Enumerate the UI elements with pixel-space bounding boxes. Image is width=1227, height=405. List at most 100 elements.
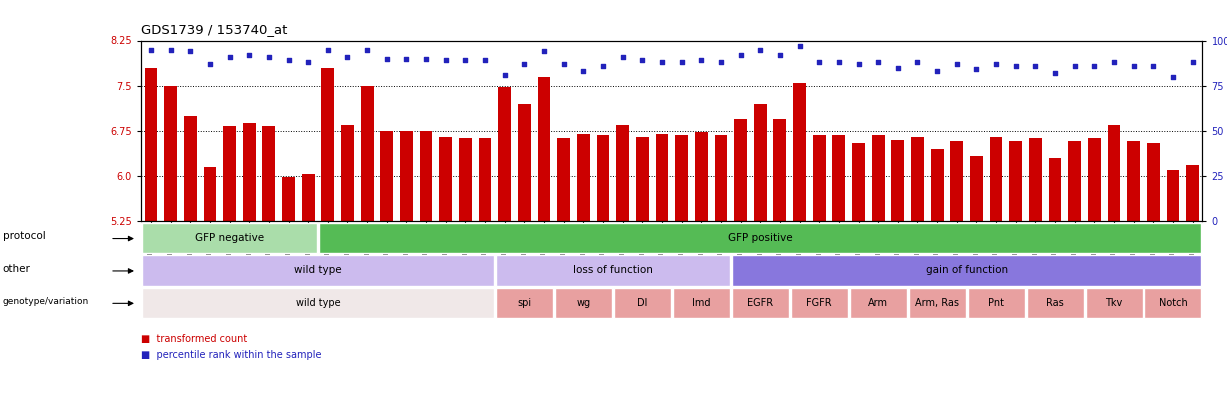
Text: EGFR: EGFR [747,298,773,308]
Point [455,57,475,64]
Bar [636,136,649,221]
Bar [577,134,590,221]
Bar [145,68,157,221]
Bar [596,135,610,221]
Bar [951,141,963,221]
Text: other: other [2,264,31,274]
Point [790,43,810,49]
Point [337,53,357,60]
Text: Arm: Arm [869,298,888,308]
Point [771,52,790,58]
Point [1045,70,1065,76]
Bar [302,175,314,221]
Bar [1108,125,1120,221]
Point [553,61,573,67]
Bar [931,149,944,221]
Point [573,68,593,75]
Point [161,46,180,53]
Bar [557,139,571,221]
Bar [912,136,924,221]
Point [239,52,259,58]
Text: Ras: Ras [1047,298,1064,308]
Point [869,59,888,65]
Point [494,72,514,78]
Point [1006,62,1026,69]
Bar [793,83,806,221]
Point [1124,62,1144,69]
Bar [1049,158,1061,221]
Point [908,59,928,65]
Bar [892,140,904,221]
Point [928,68,947,75]
Bar [400,131,412,221]
Bar [1145,288,1201,318]
Point [1163,73,1183,80]
Point [672,59,692,65]
Bar [1088,139,1101,221]
Text: Notch: Notch [1158,298,1188,308]
Bar [498,87,512,221]
Text: wild type: wild type [294,265,342,275]
Point [298,59,318,65]
Bar [871,135,885,221]
Text: ■  transformed count: ■ transformed count [141,334,248,344]
Bar [1027,288,1083,318]
Point [751,46,771,53]
Bar [1187,165,1199,221]
Point [1104,59,1124,65]
Text: GFP negative: GFP negative [195,233,264,243]
Bar [518,104,531,221]
Point [220,53,239,60]
Bar [319,223,1201,253]
Bar [1086,288,1142,318]
Point [1065,62,1085,69]
Bar [734,119,747,221]
Point [652,59,671,65]
Bar [361,85,373,221]
Point [475,57,494,64]
Bar [439,136,452,221]
Point [731,52,751,58]
Point [357,46,377,53]
Bar [204,167,216,221]
Text: Arm, Ras: Arm, Ras [915,298,960,308]
Bar [142,255,494,286]
Point [377,55,396,62]
Point [279,57,298,64]
Bar [731,288,789,318]
Bar [812,135,826,221]
Point [967,66,987,72]
Bar [655,134,669,221]
Bar [714,135,728,221]
Bar [1147,143,1160,221]
Bar [184,115,196,221]
Bar [614,288,671,318]
Point [593,62,612,69]
Bar [675,135,688,221]
Text: loss of function: loss of function [573,265,653,275]
Point [534,48,553,55]
Bar [968,288,1025,318]
Bar [971,156,983,221]
Bar [990,136,1002,221]
Bar [142,288,494,318]
Point [396,55,416,62]
Point [712,59,731,65]
Text: GDS1739 / 153740_at: GDS1739 / 153740_at [141,23,287,36]
Point [180,48,200,55]
Text: FGFR: FGFR [806,298,832,308]
Bar [694,132,708,221]
Bar [1069,141,1081,221]
Bar [832,135,845,221]
Bar [496,255,730,286]
Bar [852,143,865,221]
Point [1183,59,1202,65]
Point [692,57,712,64]
Bar [1167,170,1179,221]
Bar [380,131,393,221]
Text: gain of function: gain of function [925,265,1007,275]
Bar [672,288,730,318]
Text: protocol: protocol [2,231,45,241]
Text: genotype/variation: genotype/variation [2,297,90,306]
Bar [1029,139,1042,221]
